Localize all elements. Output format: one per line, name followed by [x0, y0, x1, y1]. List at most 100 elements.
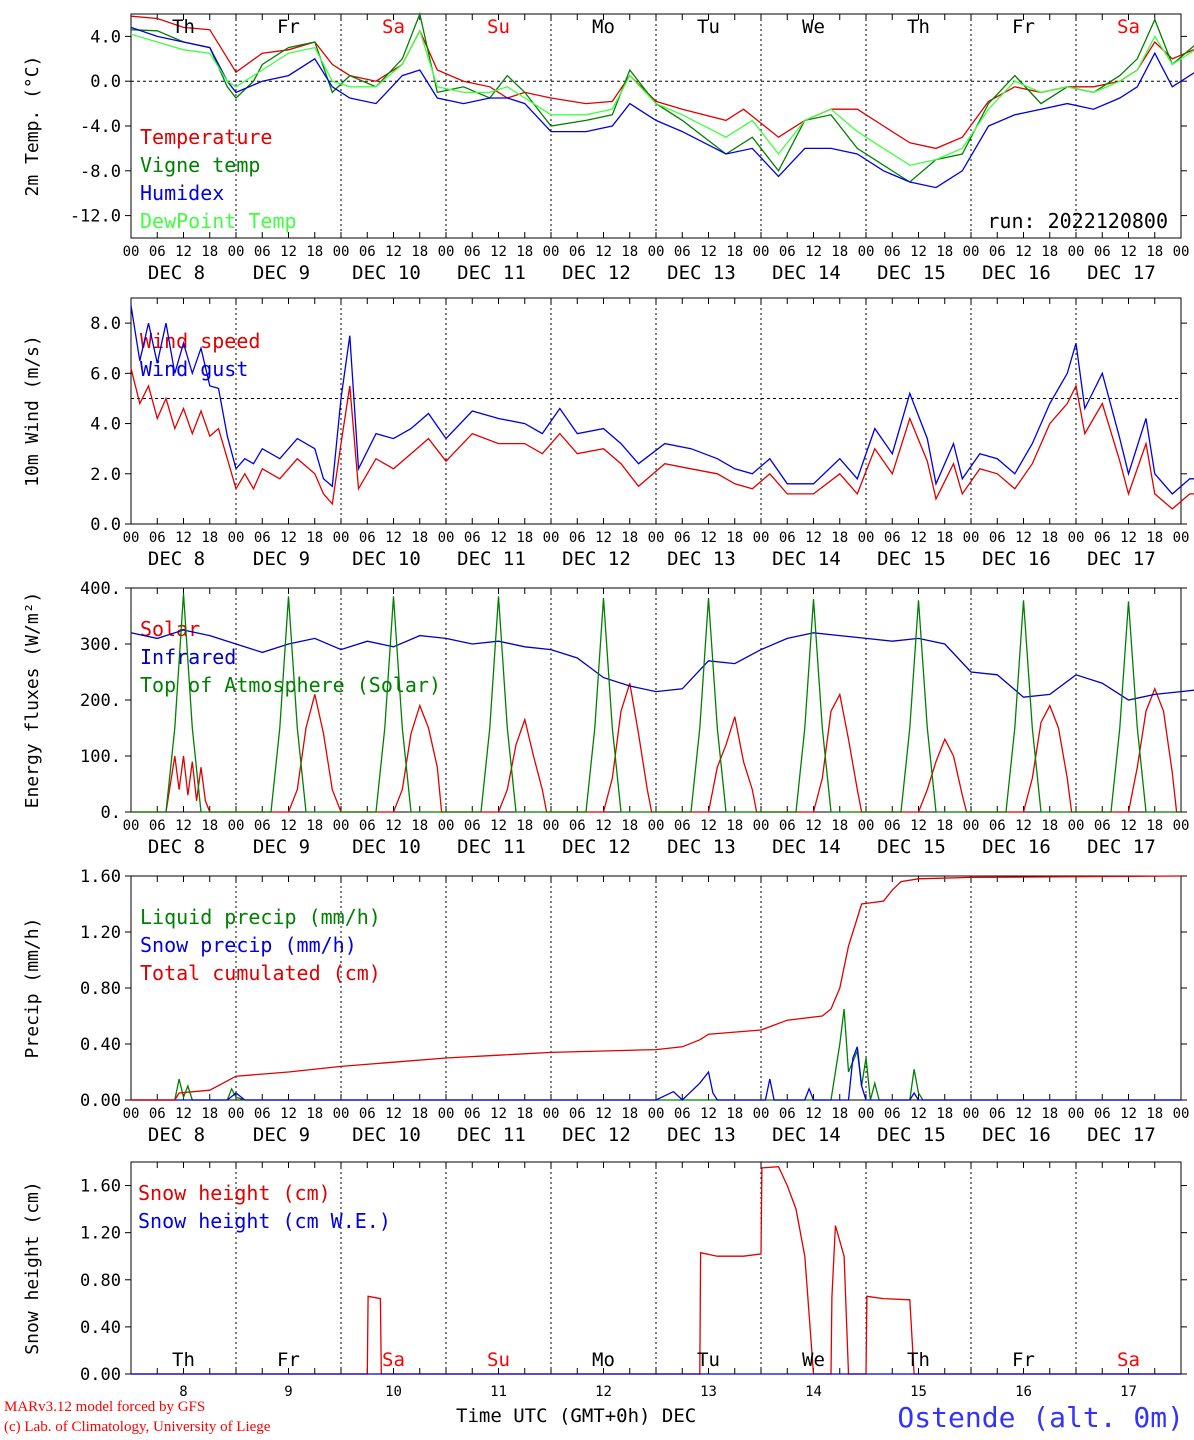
lab-credit: (c) Lab. of Climatology, University of L…: [4, 1419, 271, 1435]
y-tick-label: 1.20: [80, 1224, 121, 1244]
x-hour-label: 06: [149, 818, 166, 834]
x-hour-label: 18: [1146, 244, 1163, 260]
run-label: run: 2022120800: [987, 209, 1168, 233]
x-day-label: DEC 11: [457, 836, 526, 858]
x-day-label: DEC 8: [148, 262, 205, 284]
x-hour-label: 12: [1120, 1106, 1137, 1122]
x-hour-label: 00: [543, 244, 560, 260]
x-day-label: DEC 12: [562, 836, 631, 858]
x-hour-label: 18: [936, 530, 953, 546]
x-hour-label: 12: [1015, 244, 1032, 260]
y-axis-label-wind: 10m Wind (m/s): [22, 335, 43, 487]
x-hour-label: 06: [359, 818, 376, 834]
x-hour-label: 18: [936, 244, 953, 260]
plot-frame-wind: [130, 297, 1182, 525]
x-hour-label: 00: [753, 818, 770, 834]
x-hour-label: 06: [569, 530, 586, 546]
x-hour-label: 12: [805, 818, 822, 834]
station-name: Ostende (alt. 0m): [897, 1401, 1184, 1434]
x-hour-label: 18: [411, 530, 428, 546]
series-line-humidex: [130, 26, 1194, 189]
x-hour-label: 00: [753, 244, 770, 260]
x-hour-label: 18: [1146, 818, 1163, 834]
x-hour-label: 12: [595, 530, 612, 546]
day-name-label: Mo: [592, 1349, 615, 1371]
x-hour-label: 06: [149, 1106, 166, 1122]
legend-entry: Humidex: [140, 181, 224, 205]
x-hour-label: 06: [884, 818, 901, 834]
y-tick-label: -4.0: [80, 117, 121, 137]
x-hour-label: 18: [726, 244, 743, 260]
x-day-number: 10: [385, 1384, 402, 1400]
x-hour-label: 06: [359, 244, 376, 260]
x-hour-label: 06: [569, 244, 586, 260]
x-hour-label: 06: [1094, 818, 1111, 834]
x-hour-label: 18: [516, 244, 533, 260]
x-hour-label: 18: [411, 244, 428, 260]
x-day-label: DEC 14: [772, 262, 841, 284]
y-tick-label: 1.60: [80, 867, 121, 887]
x-day-label: DEC 9: [253, 836, 310, 858]
x-hour-label: 18: [831, 818, 848, 834]
x-day-label: DEC 10: [352, 548, 421, 570]
x-hour-label: 00: [963, 530, 980, 546]
y-axis-label-snow: Snow height (cm): [22, 1181, 43, 1354]
x-hour-label: 18: [306, 530, 323, 546]
x-hour-label: 12: [490, 818, 507, 834]
x-hour-label: 18: [1041, 244, 1058, 260]
x-hour-label: 00: [1173, 530, 1190, 546]
x-hour-label: 06: [464, 1106, 481, 1122]
x-hour-label: 18: [831, 1106, 848, 1122]
y-tick-label: 300.: [80, 635, 121, 655]
day-name-label: Su: [487, 16, 510, 38]
x-hour-label: 06: [884, 244, 901, 260]
x-hour-label: 00: [543, 818, 560, 834]
day-name-label: We: [802, 1349, 825, 1371]
x-hour-label: 18: [831, 530, 848, 546]
day-name-label: Tu: [697, 16, 720, 38]
legend-entry: Liquid precip (mm/h): [140, 905, 381, 929]
x-hour-label: 18: [831, 244, 848, 260]
x-day-label: DEC 11: [457, 548, 526, 570]
day-name-label: Th: [172, 16, 195, 38]
x-hour-label: 00: [333, 530, 350, 546]
x-hour-label: 12: [910, 244, 927, 260]
x-day-label: DEC 16: [982, 548, 1051, 570]
x-axis-title: Time UTC (GMT+0h) DEC: [456, 1405, 696, 1427]
x-hour-label: 06: [1094, 530, 1111, 546]
x-hour-label: 00: [648, 818, 665, 834]
y-tick-label: 2.0: [90, 465, 121, 485]
x-hour-label: 06: [884, 1106, 901, 1122]
x-hour-label: 00: [1068, 244, 1085, 260]
x-hour-label: 00: [543, 530, 560, 546]
x-axis-month: DEC: [661, 1405, 697, 1427]
y-tick-label: 200.: [80, 691, 121, 711]
x-hour-label: 12: [595, 1106, 612, 1122]
x-hour-label: 00: [333, 244, 350, 260]
x-hour-label: 18: [621, 244, 638, 260]
x-day-label: DEC 16: [982, 1124, 1051, 1146]
x-hour-label: 18: [621, 530, 638, 546]
y-tick-label: 6.0: [90, 364, 121, 384]
y-tick-label: 1.60: [80, 1177, 121, 1197]
x-hour-label: 00: [648, 1106, 665, 1122]
series-line-wind-gust: [130, 305, 1194, 495]
x-hour-label: 18: [201, 818, 218, 834]
x-day-number: 14: [805, 1384, 822, 1400]
x-day-label: DEC 10: [352, 262, 421, 284]
x-day-number: 17: [1120, 1384, 1137, 1400]
x-hour-label: 18: [726, 818, 743, 834]
x-hour-label: 12: [490, 530, 507, 546]
x-day-label: DEC 16: [982, 262, 1051, 284]
day-name-label: Th: [907, 16, 930, 38]
x-hour-label: 06: [779, 1106, 796, 1122]
x-hour-label: 06: [1094, 244, 1111, 260]
x-day-label: DEC 13: [667, 262, 736, 284]
x-hour-label: 18: [936, 1106, 953, 1122]
x-day-label: DEC 13: [667, 548, 736, 570]
x-hour-label: 00: [438, 530, 455, 546]
x-day-label: DEC 9: [253, 1124, 310, 1146]
x-hour-label: 06: [464, 530, 481, 546]
x-hour-label: 06: [254, 244, 271, 260]
day-name-label: Su: [487, 1349, 510, 1371]
